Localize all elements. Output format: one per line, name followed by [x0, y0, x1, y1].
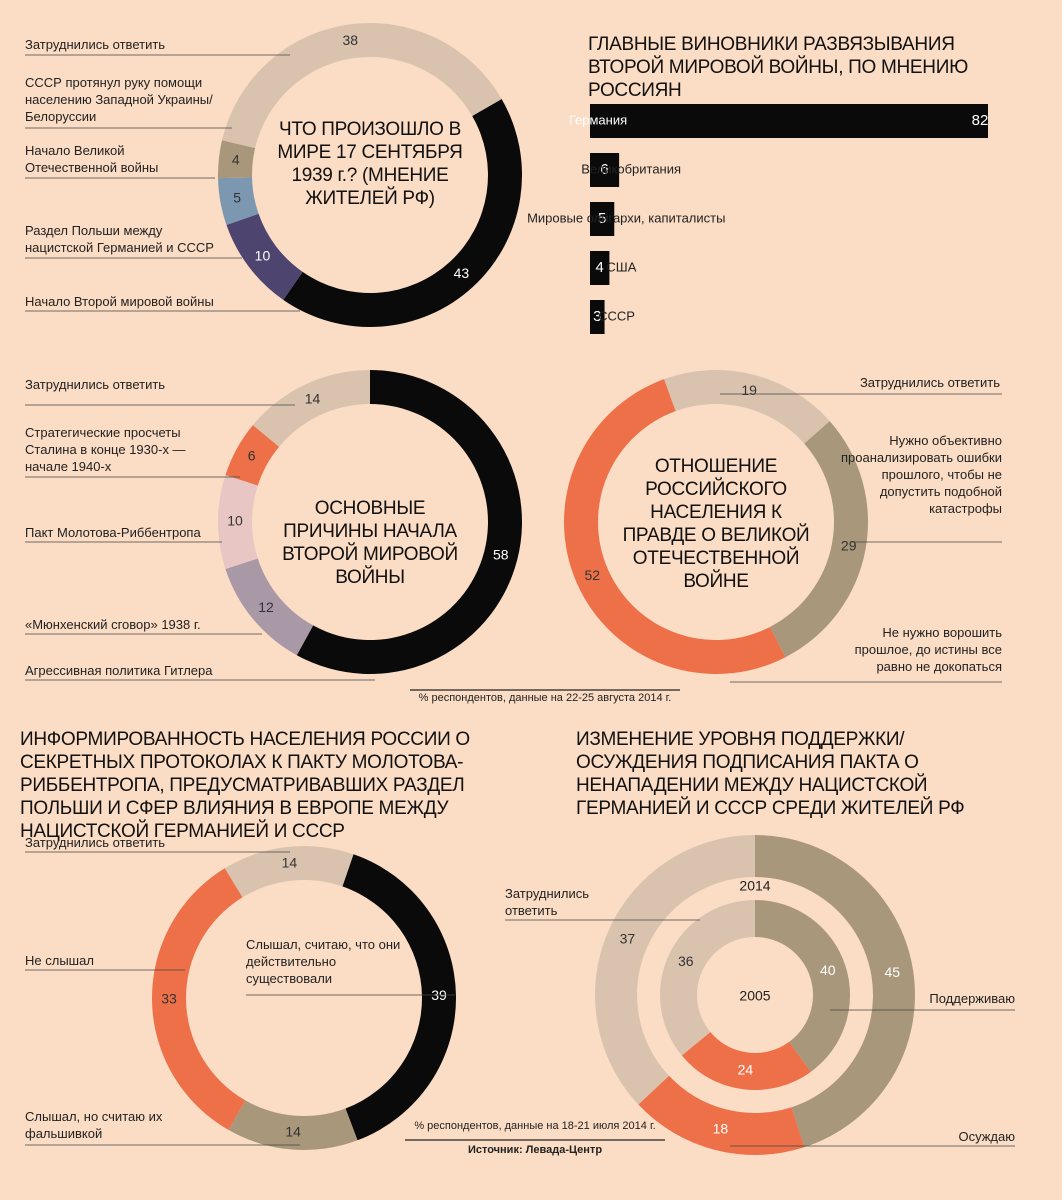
value-label: 14	[285, 1123, 301, 1139]
donut-segment	[296, 370, 522, 674]
category-label: Затруднились ответить	[25, 835, 166, 850]
category-label: Великобритания	[581, 161, 681, 176]
series-label: 2005	[739, 988, 770, 1004]
donut-segment	[342, 854, 456, 1141]
donut-segment	[664, 370, 830, 444]
donut-segment	[225, 425, 280, 486]
value-label: 33	[161, 991, 177, 1007]
chart-title: ЧТО ПРОИЗОШЛО В МИРЕ 17 СЕНТЯБРЯ 1939 г.…	[277, 119, 463, 209]
donut-segment	[283, 99, 522, 327]
category-label: Германия	[569, 112, 627, 127]
donut-segment	[222, 22, 502, 149]
donut-segment	[681, 1031, 811, 1090]
donut-segment	[218, 140, 256, 179]
category-label: Поддерживаю	[929, 991, 1015, 1006]
donut-segment	[224, 846, 354, 898]
bar	[590, 104, 988, 138]
category-label: Затруднились ответить	[859, 375, 1000, 390]
donut-segment	[769, 421, 868, 658]
donut-segment	[218, 177, 259, 225]
category-label: Затруднились ответить	[25, 377, 166, 392]
category-label: «Мюнхенский сговор» 1938 г.	[25, 617, 201, 632]
donut-segment	[228, 1100, 358, 1150]
category-label: Осуждаю	[958, 1129, 1015, 1144]
bar	[590, 251, 610, 285]
category-label: США	[606, 259, 636, 274]
value-label: 82	[972, 112, 989, 129]
category-label: СССР протянул руку помощи населению Запа…	[25, 75, 213, 124]
category-label: Стратегические просчеты Сталина в конце …	[25, 425, 186, 474]
donut-segment	[225, 558, 314, 656]
bar	[590, 202, 615, 236]
value-label: 4	[596, 259, 604, 276]
value-label: 38	[342, 32, 358, 48]
value-label: 12	[258, 599, 274, 615]
value-label: 10	[255, 247, 271, 263]
value-label: 6	[600, 161, 608, 178]
category-label: Агрессивная политика Гитлера	[25, 663, 213, 678]
value-label: 58	[493, 546, 509, 562]
note: % респондентов, данные на 18-21 июля 201…	[414, 1120, 656, 1132]
value-label: 10	[227, 513, 243, 529]
category-label: Пакт Молотова-Риббентропа	[25, 525, 201, 540]
value-label: 6	[248, 448, 256, 464]
value-label: 37	[620, 930, 636, 946]
value-label: 4	[232, 152, 240, 168]
note: % респондентов, данные на 22-25 августа …	[418, 692, 672, 704]
donut-segment	[638, 1075, 805, 1156]
value-label: 24	[738, 1062, 754, 1078]
category-label: Слышал, но считаю их фальшивкой	[25, 1109, 163, 1141]
chart-title: ОТНОШЕНИЕ РОССИЙСКОГО НАСЕЛЕНИЯ К ПРАВДЕ…	[622, 456, 810, 592]
category-label: Раздел Польши между нацистской Германией…	[25, 223, 214, 255]
category-label: СССР	[598, 308, 635, 323]
chart-title: ГЛАВНЫЕ ВИНОВНИКИ РАЗВЯЗЫВАНИЯ ВТОРОЙ МИ…	[588, 34, 968, 101]
value-label: 14	[282, 854, 298, 870]
chart-title: ОСНОВНЫЕ ПРИЧИНЫ НАЧАЛА ВТОРОЙ МИРОВОЙ В…	[282, 498, 458, 588]
donut-segment	[660, 900, 755, 1056]
bar	[590, 300, 605, 334]
donut-segment	[564, 379, 786, 674]
category-label: Не слышал	[25, 953, 94, 968]
value-label: 45	[884, 964, 900, 980]
category-label: Затруднились ответить	[25, 37, 166, 52]
category-label: Начало Второй мировой войны	[25, 294, 214, 309]
chart-title: ИЗМЕНЕНИЕ УРОВНЯ ПОДДЕРЖКИ/ОСУЖДЕНИЯ ПОД…	[576, 729, 965, 819]
series-label: 2014	[739, 878, 770, 894]
value-label: 43	[454, 265, 470, 281]
category-label: Мировые олигархи, капиталисты	[527, 210, 725, 225]
chart-title: ИНФОРМИРОВАННОСТЬ НАСЕЛЕНИЯ РОССИИ О СЕК…	[20, 729, 470, 842]
category-label: Не нужно ворошить прошлое, до истины все…	[854, 625, 1002, 674]
category-label: Начало Великой Отечественной войны	[25, 143, 159, 175]
value-label: 14	[305, 391, 321, 407]
donut-segment	[594, 835, 755, 1105]
value-label: 19	[741, 382, 757, 398]
donut-segment	[218, 475, 258, 569]
value-label: 52	[585, 567, 601, 583]
value-label: 40	[820, 962, 836, 978]
bar	[590, 153, 620, 187]
value-label: 5	[598, 210, 606, 227]
source: Источник: Левада-Центр	[467, 1144, 603, 1156]
donut-segment	[226, 213, 303, 300]
value-label: 5	[233, 190, 241, 206]
donut-segment	[252, 370, 370, 447]
value-label: 29	[841, 538, 857, 554]
donut-segment	[151, 868, 246, 1130]
value-label: 36	[678, 953, 694, 969]
category-label: Затруднились ответить	[505, 886, 590, 918]
category-label: Слышал, считаю, что они действительно су…	[246, 937, 401, 986]
value-label: 3	[593, 308, 601, 325]
value-label: 18	[713, 1120, 729, 1136]
category-label: Нужно объективно проанализировать ошибки…	[840, 433, 1002, 516]
donut-segment	[755, 835, 916, 1148]
donut-segment	[755, 900, 851, 1072]
